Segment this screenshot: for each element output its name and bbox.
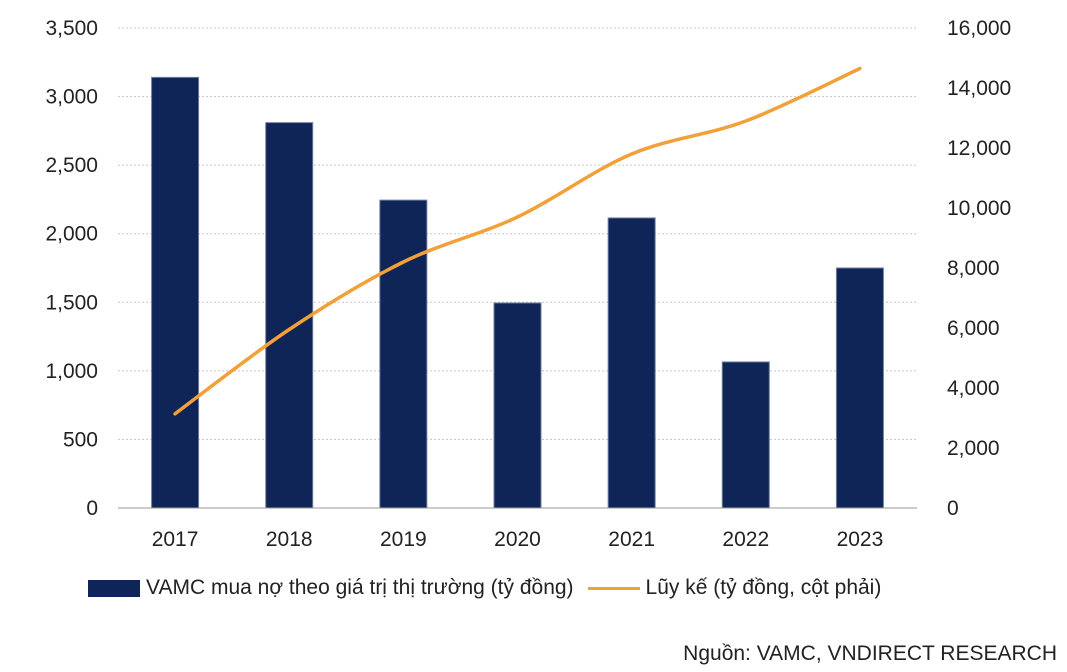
bar-2021 <box>607 217 656 509</box>
left-tick-label: 2,000 <box>45 223 98 246</box>
x-axis: 2017 2018 2019 2020 2021 2022 2023 <box>118 507 917 551</box>
source-note: Nguồn: VAMC, VNDIRECT RESEARCH <box>683 642 1057 665</box>
bar-2023 <box>835 267 884 509</box>
bar-2017 <box>151 76 200 509</box>
left-tick-label: 3,000 <box>45 86 98 109</box>
legend-line-label: Lũy kế (tỷ đồng, cột phải) <box>645 576 882 599</box>
x-tick-label: 2020 <box>494 528 541 551</box>
legend: VAMC mua nợ theo giá trị thị trường (tỷ … <box>88 576 881 600</box>
line-series <box>173 66 862 416</box>
bar-series <box>151 76 884 509</box>
right-tick-label: 12,000 <box>947 137 1011 160</box>
left-tick-label: 3,500 <box>45 17 98 40</box>
right-tick-label: 16,000 <box>947 17 1011 40</box>
x-tick-label: 2017 <box>152 528 199 551</box>
chart: 0 500 1,000 1,500 2,000 2,500 3,000 3,500 0 2,00… <box>45 17 1011 551</box>
gridlines <box>118 27 917 440</box>
legend-bar-swatch <box>88 579 140 597</box>
x-tick-label: 2023 <box>837 528 884 551</box>
right-axis: 0 2,000 4,000 6,000 8,000 10,000 12,000 14,000 1… <box>947 17 1011 520</box>
x-tick-label: 2019 <box>380 528 427 551</box>
right-tick-label: 4,000 <box>947 377 1000 400</box>
left-tick-label: 1,000 <box>45 360 98 383</box>
bar-2018 <box>265 122 314 509</box>
x-tick-label: 2021 <box>608 528 655 551</box>
right-tick-label: 6,000 <box>947 317 1000 340</box>
right-tick-label: 0 <box>947 497 959 520</box>
left-tick-label: 0 <box>86 497 98 520</box>
right-tick-label: 14,000 <box>947 77 1011 100</box>
left-tick-label: 500 <box>63 428 98 451</box>
left-axis: 0 500 1,000 1,500 2,000 2,500 3,000 3,500 <box>45 17 98 520</box>
left-tick-label: 1,500 <box>45 291 98 314</box>
right-tick-label: 2,000 <box>947 437 1000 460</box>
bar-2019 <box>379 199 428 509</box>
bar-2022 <box>721 361 770 509</box>
left-tick-label: 2,500 <box>45 154 98 177</box>
cumulative-line <box>173 66 862 416</box>
legend-bar-label: VAMC mua nợ theo giá trị thị trường (tỷ … <box>146 576 574 599</box>
right-tick-label: 8,000 <box>947 257 1000 280</box>
right-tick-label: 10,000 <box>947 197 1011 220</box>
bar-2020 <box>493 302 542 509</box>
legend-line-swatch <box>587 586 640 590</box>
x-tick-label: 2018 <box>266 528 313 551</box>
x-tick-label: 2022 <box>722 528 769 551</box>
